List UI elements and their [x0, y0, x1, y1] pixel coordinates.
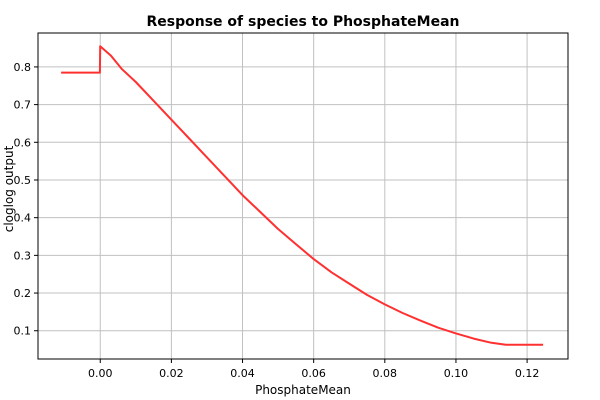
- x-tick-label: 0.10: [444, 367, 469, 380]
- tick-layer: 0.00 0.02 0.04 0.06 0.08 0.10 0.12 0.1 0.2 0.3 0.4…: [14, 61, 540, 380]
- y-tick-label: 0.7: [14, 99, 32, 112]
- plot-frame: [37, 32, 569, 360]
- y-tick-label: 0.2: [14, 287, 32, 300]
- chart-title: Response of species to PhosphateMean: [147, 14, 460, 30]
- x-tick-label: 0.00: [88, 367, 113, 380]
- x-tick-label: 0.02: [159, 367, 184, 380]
- y-axis-label: cloglog output: [2, 145, 16, 232]
- y-tick-label: 0.8: [14, 61, 32, 74]
- series-line-response: [61, 45, 544, 346]
- x-tick-label: 0.04: [230, 367, 255, 380]
- grid-layer: [38, 33, 568, 359]
- x-tick-label: 0.12: [515, 367, 540, 380]
- y-tick-label: 0.3: [14, 249, 32, 262]
- y-tick-label: 0.4: [14, 212, 32, 225]
- x-tick-label: 0.06: [301, 367, 326, 380]
- series-layer: [61, 45, 544, 346]
- y-tick-label: 0.1: [14, 325, 32, 338]
- x-tick-label: 0.08: [373, 367, 398, 380]
- y-tick-label: 0.5: [14, 174, 32, 187]
- x-axis-label: PhosphateMean: [255, 383, 351, 397]
- y-tick-label: 0.6: [14, 136, 32, 149]
